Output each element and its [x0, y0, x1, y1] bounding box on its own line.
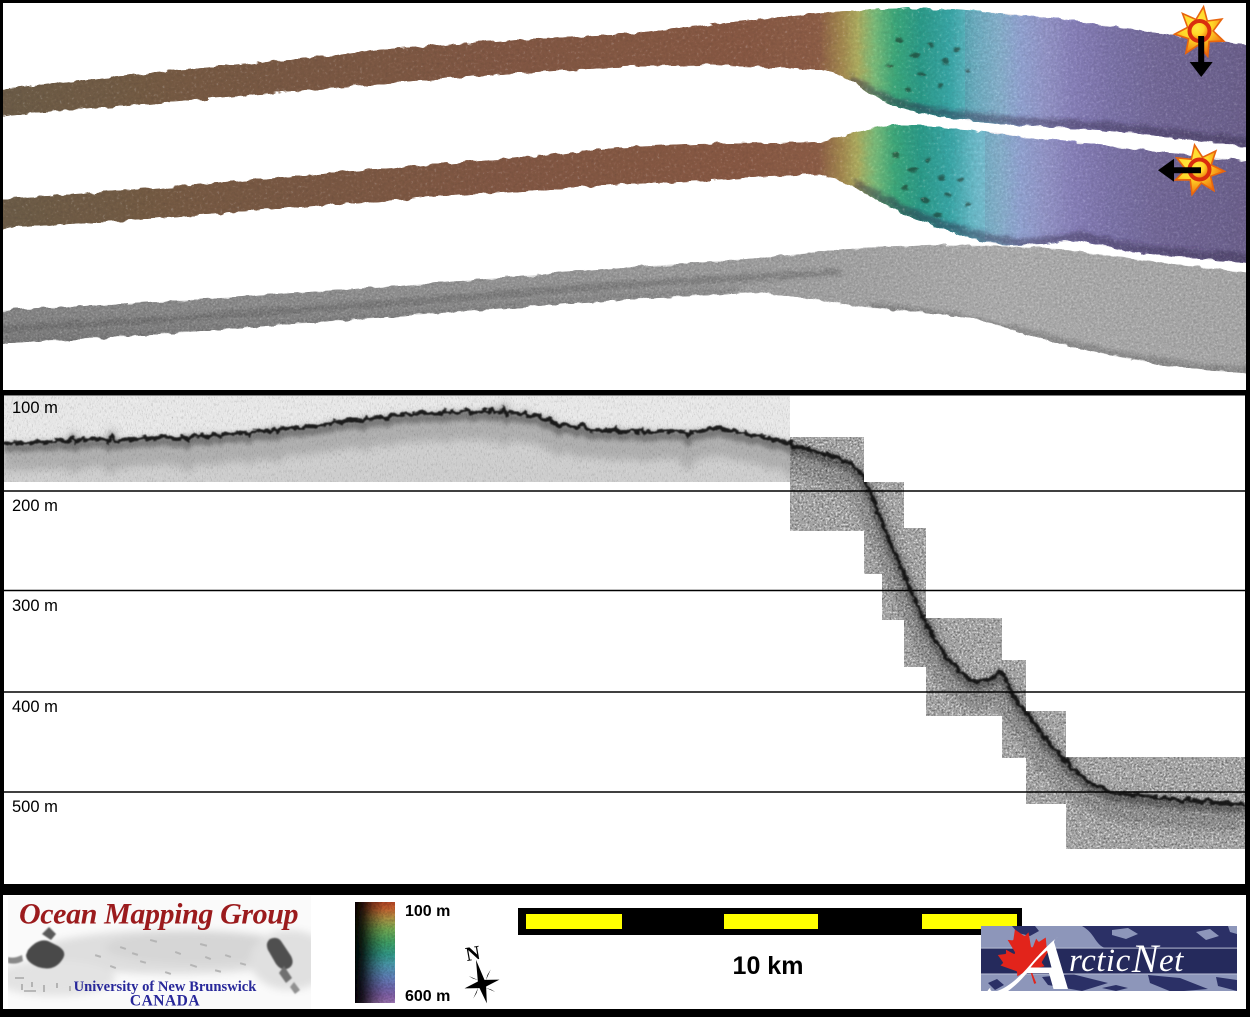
svg-text:CANADA: CANADA: [130, 993, 200, 1010]
svg-text:600 m: 600 m: [405, 988, 450, 1005]
svg-text:100 m: 100 m: [405, 903, 450, 920]
svg-text:University of New Brunswick: University of New Brunswick: [74, 979, 258, 995]
svg-text:300 m: 300 m: [12, 597, 58, 615]
svg-text:N: N: [464, 942, 483, 966]
svg-text:Ocean Mapping Group: Ocean Mapping Group: [19, 898, 298, 931]
svg-text:rcticNet: rcticNet: [1069, 936, 1184, 981]
svg-text:400 m: 400 m: [12, 698, 58, 716]
svg-text:500 m: 500 m: [12, 798, 58, 816]
svg-text:100 m: 100 m: [12, 399, 58, 417]
svg-text:10 km: 10 km: [733, 952, 804, 980]
svg-text:200 m: 200 m: [12, 497, 58, 515]
